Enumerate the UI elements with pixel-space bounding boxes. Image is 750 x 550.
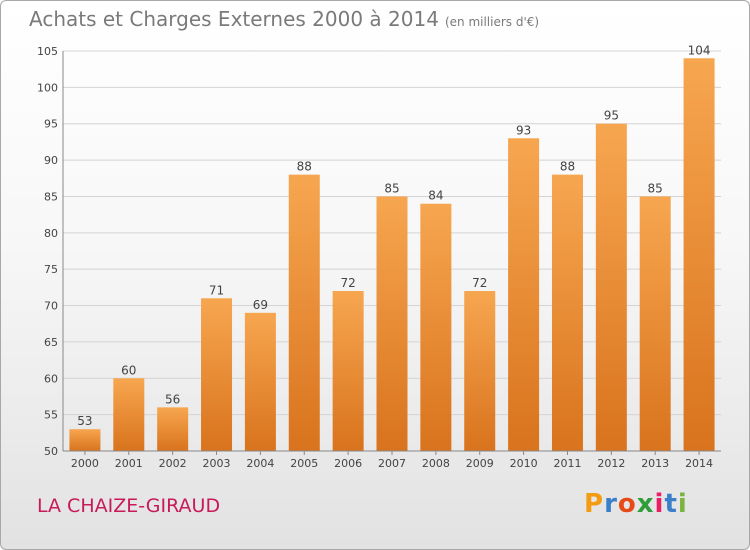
logo-letter: o [617,489,637,519]
value-label-2007: 85 [384,181,399,195]
x-tick-label-2013: 2013 [641,457,669,470]
bar-2012 [595,123,627,452]
value-label-2006: 72 [340,276,355,290]
value-label-2000: 53 [77,414,92,428]
logo-letter: t [664,489,678,519]
x-tick-label-2003: 2003 [203,457,231,470]
value-label-2011: 88 [560,160,575,174]
value-label-2002: 56 [165,392,180,406]
value-label-2012: 95 [604,109,619,123]
value-label-2010: 93 [516,123,531,137]
value-label-2008: 84 [428,189,443,203]
logo-letter: i [677,489,688,519]
y-tick-label: 95 [44,118,58,131]
bar-2004 [244,312,276,451]
value-label-2013: 85 [648,181,663,195]
x-tick-label-2009: 2009 [466,457,494,470]
y-tick-label: 60 [44,372,58,385]
x-tick-label-2010: 2010 [510,457,538,470]
bar-2005 [288,174,320,452]
y-tick-label: 75 [44,263,58,276]
x-tick-label-2000: 2000 [71,457,99,470]
bar-2011 [551,174,583,452]
x-tick-label-2001: 2001 [115,457,143,470]
x-tick-label-2012: 2012 [597,457,625,470]
bar-2014 [683,58,715,451]
bar-2002 [157,407,189,451]
bar-2007 [376,196,408,451]
x-tick-label-2014: 2014 [685,457,713,470]
bar-2008 [420,203,452,451]
x-tick-label-2004: 2004 [246,457,274,470]
axes: 50 55 60 65 70 75 80 85 90 95 100 105 53 2000 60 2001 56… [37,43,721,470]
logo-letter: P [584,489,605,519]
proxiti-logo: Proxiti [584,489,688,519]
bar-2013 [639,196,671,451]
y-tick-label: 100 [37,81,58,94]
y-tick-label: 55 [44,409,58,422]
city-name: LA CHAIZE-GIRAUD [37,495,221,517]
x-tick-label-2002: 2002 [159,457,187,470]
bar-2003 [201,298,233,451]
x-tick-label-2007: 2007 [378,457,406,470]
x-tick-label-2006: 2006 [334,457,362,470]
value-label-2001: 60 [121,363,136,377]
y-tick-label: 90 [44,154,58,167]
x-tick-label-2008: 2008 [422,457,450,470]
value-label-2005: 88 [297,160,312,174]
chart-title-text: Achats et Charges Externes 2000 à 2014 [29,7,439,31]
y-tick-label: 80 [44,227,58,240]
logo-letter: x [636,489,655,519]
chart-unit: (en milliers d'€) [444,15,540,29]
value-label-2003: 71 [209,283,224,297]
value-label-2004: 69 [253,298,268,312]
value-label-2014: 104 [688,43,711,57]
value-label-2009: 72 [472,276,487,290]
y-tick-label: 85 [44,190,58,203]
y-tick-label: 105 [37,45,58,58]
chart-title: Achats et Charges Externes 2000 à 2014 (e… [29,7,539,31]
bars [69,58,715,452]
bar-2009 [464,291,496,451]
x-tick-label-2005: 2005 [290,457,318,470]
y-tick-label: 50 [44,445,58,458]
bar-2006 [332,291,364,451]
x-tick-label-2011: 2011 [553,457,581,470]
bar-2000 [69,429,101,451]
bar-2010 [508,138,540,452]
logo-letter: r [604,489,618,519]
y-tick-label: 70 [44,300,58,313]
bar-2001 [113,378,145,451]
logo-letter: i [654,489,665,519]
y-tick-label: 65 [44,336,58,349]
